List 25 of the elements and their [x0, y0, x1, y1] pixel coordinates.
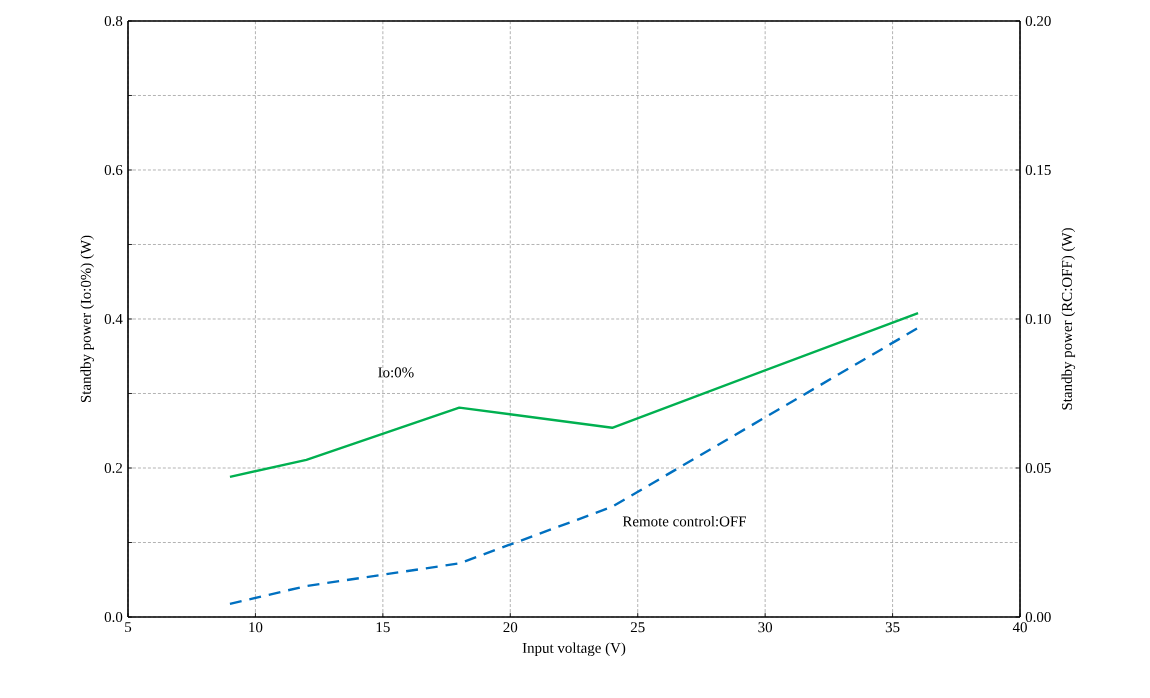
text: Io:0%: [378, 367, 414, 378]
x-axis-title: Input voltage (V): [522, 642, 626, 657]
y-tick-label: 0.0: [104, 611, 123, 623]
y2-tick-label: 0.05: [1025, 462, 1051, 474]
x-tick-label: 25: [630, 622, 645, 633]
x-tick-label: 15: [376, 622, 390, 633]
y-tick-label: 0.2: [104, 462, 122, 474]
line-series: [228, 326, 920, 606]
y-axis-title: Standby power (Io:0%) (W): [80, 235, 94, 403]
y-tick-label: 0.4: [104, 313, 123, 325]
y2-tick-label: 0.15: [1025, 164, 1051, 176]
y2-axis-title: Standby power (RC:OFF) (W): [1061, 228, 1076, 410]
x-tick-label: 5: [125, 622, 132, 633]
x-tick-label: 10: [249, 622, 263, 633]
line-series: [228, 311, 920, 479]
series-label: Remote control:OFF: [622, 515, 746, 527]
y2-tick-label: 0.00: [1025, 611, 1051, 623]
y-tick-label: 0.6: [104, 164, 123, 176]
x-tick-label: 30: [758, 622, 773, 633]
x-tick-label: 20: [503, 622, 518, 633]
y2-tick-label: 0.10: [1025, 313, 1051, 325]
y-tick-label: 0.8: [104, 15, 123, 27]
x-tick-label: 40: [1012, 622, 1027, 633]
x-tick-label: 35: [885, 622, 900, 633]
y2-tick-label: 0.20: [1025, 15, 1051, 27]
